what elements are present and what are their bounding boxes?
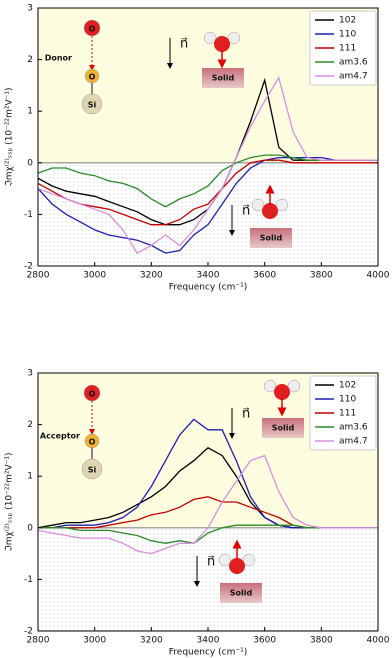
normal-label: n⃗ bbox=[242, 407, 250, 422]
legend-label: am3.6 bbox=[339, 423, 368, 433]
atom bbox=[83, 19, 101, 37]
legend-label: 111 bbox=[339, 44, 356, 54]
hydrogen bbox=[275, 198, 289, 212]
legend-label: am4.7 bbox=[339, 72, 368, 82]
hydrogen bbox=[287, 379, 301, 393]
series-line bbox=[37, 159, 378, 226]
atom bbox=[81, 458, 103, 480]
y-tick-label: 3 bbox=[27, 4, 33, 14]
x-tick-label: 3200 bbox=[140, 636, 163, 646]
y-tick-label: 0 bbox=[27, 523, 33, 533]
solid-box bbox=[220, 583, 262, 603]
legend-label: am4.7 bbox=[339, 437, 368, 447]
solid-box bbox=[202, 68, 244, 88]
series-line bbox=[37, 76, 378, 254]
acceptor-label: Acceptor bbox=[40, 432, 80, 441]
x-tick-label: 3000 bbox=[83, 636, 106, 646]
atom bbox=[83, 384, 101, 402]
series-line bbox=[37, 156, 378, 254]
solid-box bbox=[262, 418, 304, 438]
negative-region bbox=[38, 527, 378, 631]
legend-label: 110 bbox=[339, 395, 356, 405]
hydrogen bbox=[218, 553, 232, 567]
x-tick-label: 3400 bbox=[197, 636, 220, 646]
hydrogen bbox=[203, 31, 217, 45]
x-tick-label: 3000 bbox=[83, 271, 106, 281]
solid-label: Solid bbox=[260, 234, 283, 243]
y-tick-label: 2 bbox=[27, 55, 33, 65]
hydrogen bbox=[242, 553, 256, 567]
y-tick-label: -1 bbox=[24, 210, 33, 220]
oxygen bbox=[214, 36, 230, 52]
atom bbox=[81, 93, 103, 115]
x-tick-label: 2800 bbox=[27, 271, 50, 281]
atom-label: Si bbox=[88, 101, 97, 110]
x-tick-label: 3600 bbox=[253, 636, 276, 646]
y-tick-label: 2 bbox=[27, 420, 33, 430]
legend-box bbox=[309, 10, 377, 86]
atom bbox=[84, 433, 100, 449]
y-tick-label: 3 bbox=[27, 369, 33, 379]
y-axis-label: ℑmχ⁽²⁾ₛₛₚ (10⁻²²m²V⁻¹) bbox=[5, 452, 15, 551]
legend-label: am3.6 bbox=[339, 58, 368, 68]
y-tick-label: 1 bbox=[27, 107, 33, 117]
normal-label: n⃗ bbox=[242, 204, 250, 219]
y-tick-label: -2 bbox=[24, 262, 33, 272]
oxygen bbox=[262, 203, 278, 219]
x-tick-label: 2800 bbox=[27, 636, 50, 646]
x-tick-label: 3800 bbox=[310, 636, 333, 646]
atom-label: O bbox=[89, 25, 96, 34]
atom-label: O bbox=[89, 390, 96, 399]
atom-label: O bbox=[89, 73, 96, 82]
y-tick-label: -2 bbox=[24, 627, 33, 637]
donor-label: Donor bbox=[45, 54, 72, 63]
x-axis-label: Frequency (cm⁻¹) bbox=[169, 283, 247, 293]
y-axis-label: ℑmχ⁽²⁾ₛₛₚ (10⁻²²m²V⁻¹) bbox=[5, 87, 15, 186]
x-tick-label: 3200 bbox=[140, 271, 163, 281]
atom bbox=[84, 68, 100, 84]
legend-label: 102 bbox=[339, 16, 356, 26]
legend-label: 102 bbox=[339, 381, 356, 391]
legend-label: 111 bbox=[339, 409, 356, 419]
x-tick-label: 4000 bbox=[367, 271, 390, 281]
solid-box bbox=[250, 228, 292, 248]
legend-box bbox=[309, 375, 377, 451]
solid-label: Solid bbox=[272, 424, 295, 433]
negative-region bbox=[38, 162, 378, 266]
series-line bbox=[37, 454, 378, 555]
legend-label: 110 bbox=[339, 30, 356, 40]
solid-label: Solid bbox=[230, 589, 253, 598]
y-tick-label: 1 bbox=[27, 472, 33, 482]
hydrogen bbox=[263, 379, 277, 393]
oxygen bbox=[274, 384, 290, 400]
x-tick-label: 4000 bbox=[367, 636, 390, 646]
normal-label: n⃗ bbox=[180, 37, 188, 52]
y-tick-label: 0 bbox=[27, 158, 33, 168]
hydrogen bbox=[251, 198, 265, 212]
x-tick-label: 3600 bbox=[253, 271, 276, 281]
normal-label: n⃗ bbox=[207, 555, 215, 570]
y-tick-label: -1 bbox=[24, 575, 33, 585]
x-tick-label: 3800 bbox=[310, 271, 333, 281]
x-tick-label: 3400 bbox=[197, 271, 220, 281]
oxygen bbox=[229, 558, 245, 574]
atom-label: Si bbox=[88, 466, 97, 475]
atom-label: O bbox=[89, 438, 96, 447]
solid-label: Solid bbox=[212, 74, 235, 83]
x-axis-label: Frequency (cm⁻¹) bbox=[169, 648, 247, 658]
hydrogen bbox=[227, 31, 241, 45]
